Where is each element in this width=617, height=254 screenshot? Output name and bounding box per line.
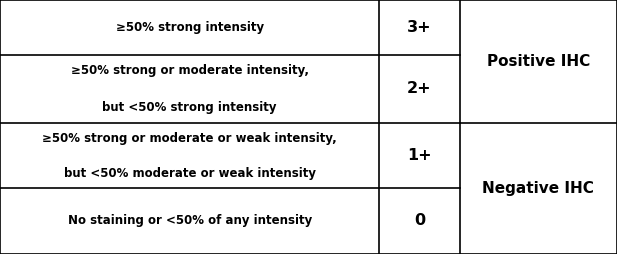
Text: 3+: 3+ — [407, 20, 432, 35]
Text: ≥50% strong or moderate or weak intensity,: ≥50% strong or moderate or weak intensit… — [43, 132, 337, 145]
Text: but <50% moderate or weak intensity: but <50% moderate or weak intensity — [64, 167, 316, 180]
Text: Negative IHC: Negative IHC — [482, 181, 594, 196]
Text: No staining or <50% of any intensity: No staining or <50% of any intensity — [68, 214, 312, 228]
Text: 2+: 2+ — [407, 81, 432, 97]
Text: but <50% strong intensity: but <50% strong intensity — [102, 101, 277, 114]
Text: 1+: 1+ — [407, 148, 432, 163]
Text: ≥50% strong or moderate intensity,: ≥50% strong or moderate intensity, — [71, 64, 308, 77]
Text: ≥50% strong intensity: ≥50% strong intensity — [115, 21, 264, 34]
Text: Positive IHC: Positive IHC — [487, 54, 590, 69]
Text: 0: 0 — [414, 213, 425, 229]
